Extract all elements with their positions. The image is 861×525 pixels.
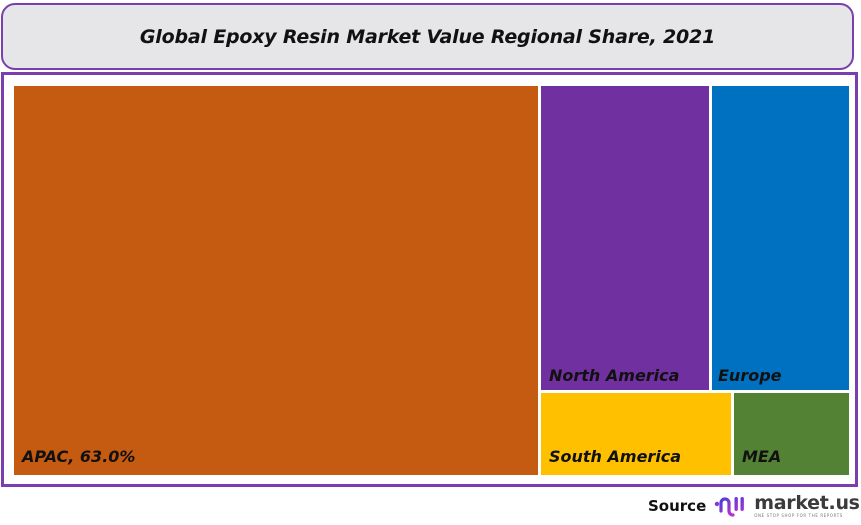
tile-label-south-america: South America (549, 447, 682, 466)
brand-tagline: ONE STOP SHOP FOR THE REPORTS (754, 513, 843, 518)
brand-name: market.us (754, 492, 860, 514)
tile-label-north-america: North America (549, 366, 680, 385)
tile-mea: MEA (734, 393, 849, 475)
treemap-frame: APAC, 63.0% North America Europe South A… (1, 72, 858, 487)
tile-apac: APAC, 63.0% (14, 86, 538, 475)
tile-label-europe: Europe (718, 366, 782, 385)
chart-title-box: Global Epoxy Resin Market Value Regional… (1, 3, 854, 70)
source-attribution: Source market.us ONE STOP SHOP FOR THE R… (648, 492, 860, 520)
tile-label-apac: APAC, 63.0% (22, 447, 136, 466)
tile-south-america: South America (541, 393, 731, 475)
tile-north-america: North America (541, 86, 709, 390)
market-us-logo-icon (714, 493, 746, 519)
chart-title: Global Epoxy Resin Market Value Regional… (139, 25, 716, 48)
tile-europe: Europe (712, 86, 849, 390)
brand: market.us ONE STOP SHOP FOR THE REPORTS (754, 492, 860, 518)
source-label: Source (648, 497, 707, 515)
tile-label-mea: MEA (742, 447, 782, 466)
